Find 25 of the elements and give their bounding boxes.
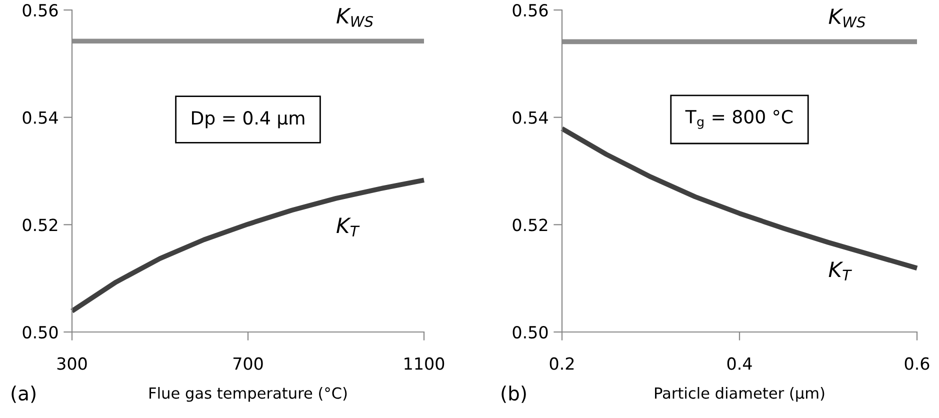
x-axis-title: Flue gas temperature (°C) xyxy=(150,387,347,402)
x-axis-title: Particle diameter (µm) xyxy=(655,387,824,402)
y-tick-label: 0.50 xyxy=(22,326,58,339)
series-label: K$_{WS}$ xyxy=(828,8,866,28)
line-series xyxy=(70,178,426,314)
annotation: T$_{g}$ = 800 °C xyxy=(685,110,793,129)
x-tick-label: 0.2 xyxy=(550,357,574,370)
series-label: K$_{T}$ xyxy=(828,262,852,280)
annotation: Dp = 0.4 µm xyxy=(192,111,304,128)
text: (b) xyxy=(502,386,526,403)
y-tick-label: 0.50 xyxy=(512,326,548,339)
x-tick-label: 0.4 xyxy=(727,357,752,370)
y-tick-label: 0.52 xyxy=(22,218,58,232)
y-tick-label: 0.54 xyxy=(22,111,58,124)
x-tick-label: 300 xyxy=(57,357,87,370)
y-tick-label: 0.54 xyxy=(512,111,548,124)
series-label: K$_{WS}$ xyxy=(336,8,374,27)
text: (a) xyxy=(12,386,36,403)
y-tick-label: 0.56 xyxy=(512,4,548,17)
series-label: K$_{T}$ xyxy=(336,218,360,236)
y-tick-label: 0.52 xyxy=(512,218,548,232)
x-tick-label: 700 xyxy=(233,357,263,370)
x-tick-label: 0.6 xyxy=(904,357,930,370)
x-tick-label: 1100 xyxy=(404,357,444,370)
y-tick-label: 0.56 xyxy=(22,4,58,17)
